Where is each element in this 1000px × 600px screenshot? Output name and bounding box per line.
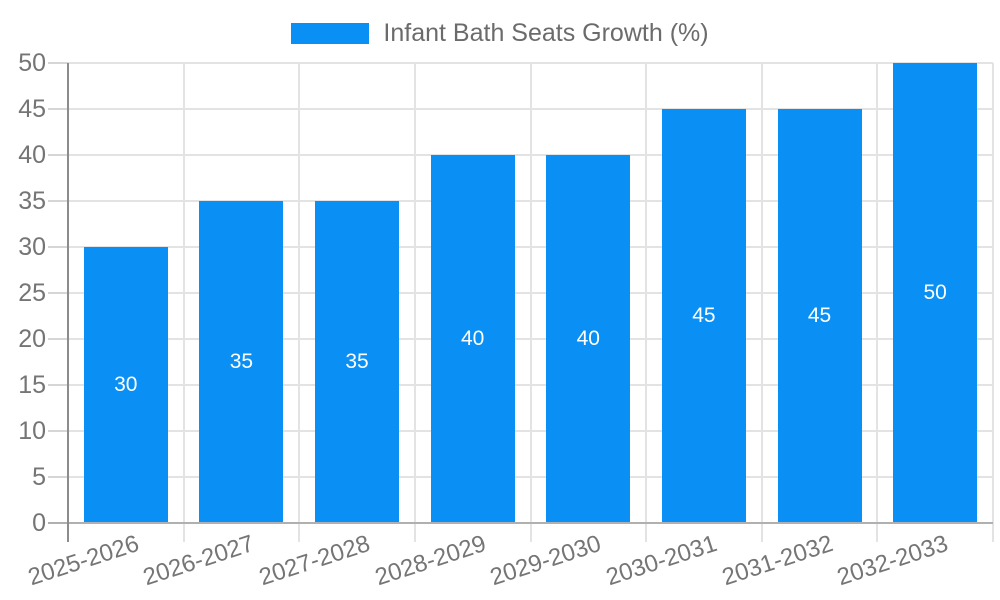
y-axis-tick — [48, 430, 68, 432]
bar[interactable] — [777, 109, 862, 523]
x-axis-line — [48, 522, 993, 524]
bar-value-label: 40 — [576, 327, 600, 350]
bar-value-label: 35 — [345, 350, 369, 373]
x-gridline — [182, 63, 185, 542]
y-axis-tick — [48, 62, 68, 64]
bar[interactable] — [83, 247, 168, 523]
bar[interactable] — [199, 201, 284, 523]
y-axis-label: 45 — [18, 95, 46, 123]
y-axis-line — [67, 63, 69, 542]
y-axis-tick — [48, 338, 68, 340]
y-axis-tick — [48, 476, 68, 478]
y-axis-label: 5 — [32, 463, 46, 491]
legend-swatch — [291, 22, 370, 44]
y-axis-label: 50 — [18, 49, 46, 77]
y-axis-tick — [48, 200, 68, 202]
x-gridline — [529, 63, 532, 542]
bar[interactable] — [893, 63, 978, 523]
bar-value-label: 50 — [923, 281, 947, 304]
x-gridline — [760, 63, 763, 542]
x-gridline — [876, 63, 879, 542]
x-gridline — [413, 63, 416, 542]
y-axis-tick — [48, 384, 68, 386]
y-axis-label: 10 — [18, 417, 46, 445]
y-axis-label: 15 — [18, 371, 46, 399]
y-axis-tick — [48, 246, 68, 248]
legend-label: Infant Bath Seats Growth (%) — [383, 18, 709, 47]
y-axis-label: 35 — [18, 187, 46, 215]
y-axis-tick — [48, 154, 68, 156]
bar-value-label: 30 — [114, 373, 138, 396]
x-gridline — [298, 63, 301, 542]
y-axis-label: 20 — [18, 325, 46, 353]
y-axis-tick — [48, 108, 68, 110]
bar[interactable] — [661, 109, 746, 523]
x-gridline — [992, 63, 994, 542]
y-axis-label: 25 — [18, 279, 46, 307]
y-axis-tick — [48, 292, 68, 294]
y-axis-label: 40 — [18, 141, 46, 169]
legend: Infant Bath Seats Growth (%) — [0, 16, 1000, 50]
x-gridline — [645, 63, 648, 542]
bar-value-label: 35 — [229, 350, 254, 373]
bar[interactable] — [430, 155, 515, 523]
bar-value-label: 45 — [692, 304, 716, 327]
bar[interactable] — [546, 155, 631, 523]
bar-value-label: 45 — [807, 304, 832, 327]
bar-value-label: 40 — [461, 327, 485, 350]
bar[interactable] — [315, 201, 400, 523]
y-axis-label: 30 — [18, 233, 46, 261]
y-axis-label: 0 — [32, 509, 46, 537]
